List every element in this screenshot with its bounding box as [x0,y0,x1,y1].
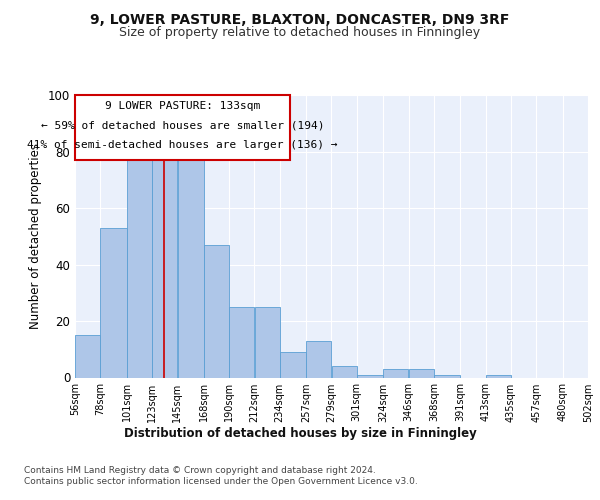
Bar [332,366,356,378]
Bar [229,307,254,378]
Y-axis label: Number of detached properties: Number of detached properties [29,143,43,329]
Text: 9, LOWER PASTURE, BLAXTON, DONCASTER, DN9 3RF: 9, LOWER PASTURE, BLAXTON, DONCASTER, DN… [91,12,509,26]
Text: Size of property relative to detached houses in Finningley: Size of property relative to detached ho… [119,26,481,39]
Bar [178,140,203,378]
Bar [254,307,280,378]
Text: 9 LOWER PASTURE: 133sqm: 9 LOWER PASTURE: 133sqm [105,100,260,110]
Bar [204,244,229,378]
Text: 41% of semi-detached houses are larger (136) →: 41% of semi-detached houses are larger (… [27,140,338,150]
Bar [307,341,331,378]
Bar [434,374,460,378]
Text: ← 59% of detached houses are smaller (194): ← 59% of detached houses are smaller (19… [41,120,324,130]
Text: Contains HM Land Registry data © Crown copyright and database right 2024.: Contains HM Land Registry data © Crown c… [24,466,376,475]
Bar [152,140,177,378]
Bar [409,369,434,378]
FancyBboxPatch shape [75,95,290,160]
Bar [75,335,100,378]
Bar [383,369,409,378]
Bar [280,352,306,378]
Bar [127,148,152,378]
Bar [588,374,600,378]
Bar [100,228,127,378]
Text: Contains public sector information licensed under the Open Government Licence v3: Contains public sector information licen… [24,478,418,486]
Bar [357,374,383,378]
Text: Distribution of detached houses by size in Finningley: Distribution of detached houses by size … [124,428,476,440]
Bar [486,374,511,378]
